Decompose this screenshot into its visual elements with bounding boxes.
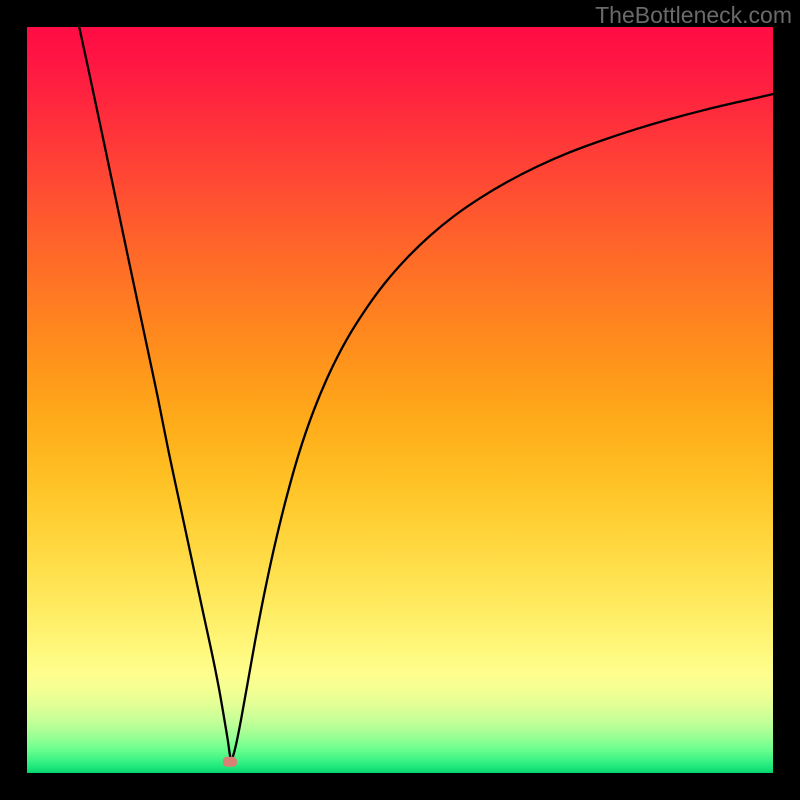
chart-container: TheBottleneck.com	[0, 0, 800, 800]
bottleneck-chart	[0, 0, 800, 800]
plot-background	[27, 27, 773, 773]
minimum-marker	[223, 757, 237, 767]
watermark-text: TheBottleneck.com	[595, 2, 792, 29]
